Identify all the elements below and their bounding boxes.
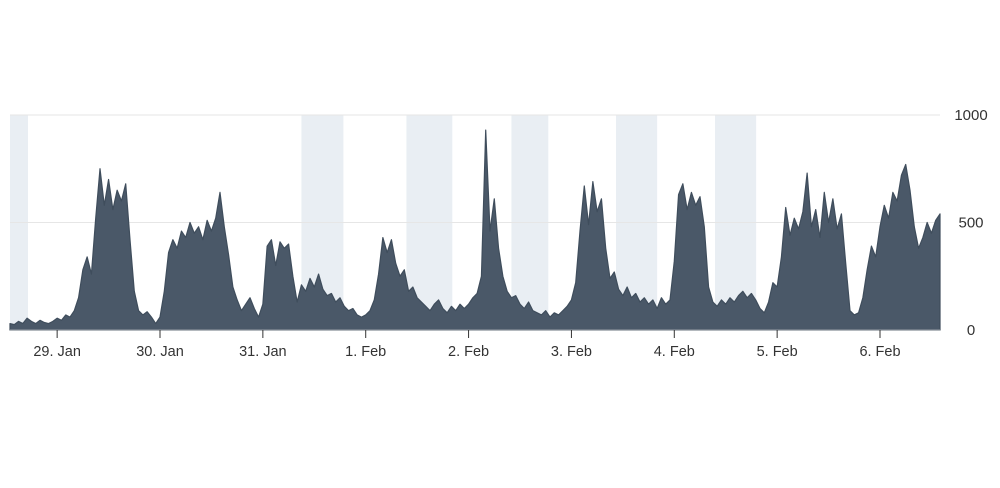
x-axis-label: 2. Feb bbox=[448, 344, 489, 360]
x-axis-label: 30. Jan bbox=[136, 344, 184, 360]
x-axis-label: 3. Feb bbox=[551, 344, 592, 360]
x-axis-label: 5. Feb bbox=[757, 344, 798, 360]
x-axis-label: 4. Feb bbox=[654, 344, 695, 360]
x-axis-label: 1. Feb bbox=[345, 344, 386, 360]
y-axis-label: 0 bbox=[967, 322, 975, 339]
y-axis-label: 500 bbox=[958, 215, 983, 232]
x-axis-label: 29. Jan bbox=[33, 344, 81, 360]
x-axis-label: 6. Feb bbox=[859, 344, 900, 360]
y-axis-label: 1000 bbox=[954, 107, 987, 124]
area-series[interactable] bbox=[9, 129, 941, 331]
x-axis-label: 31. Jan bbox=[239, 344, 287, 360]
